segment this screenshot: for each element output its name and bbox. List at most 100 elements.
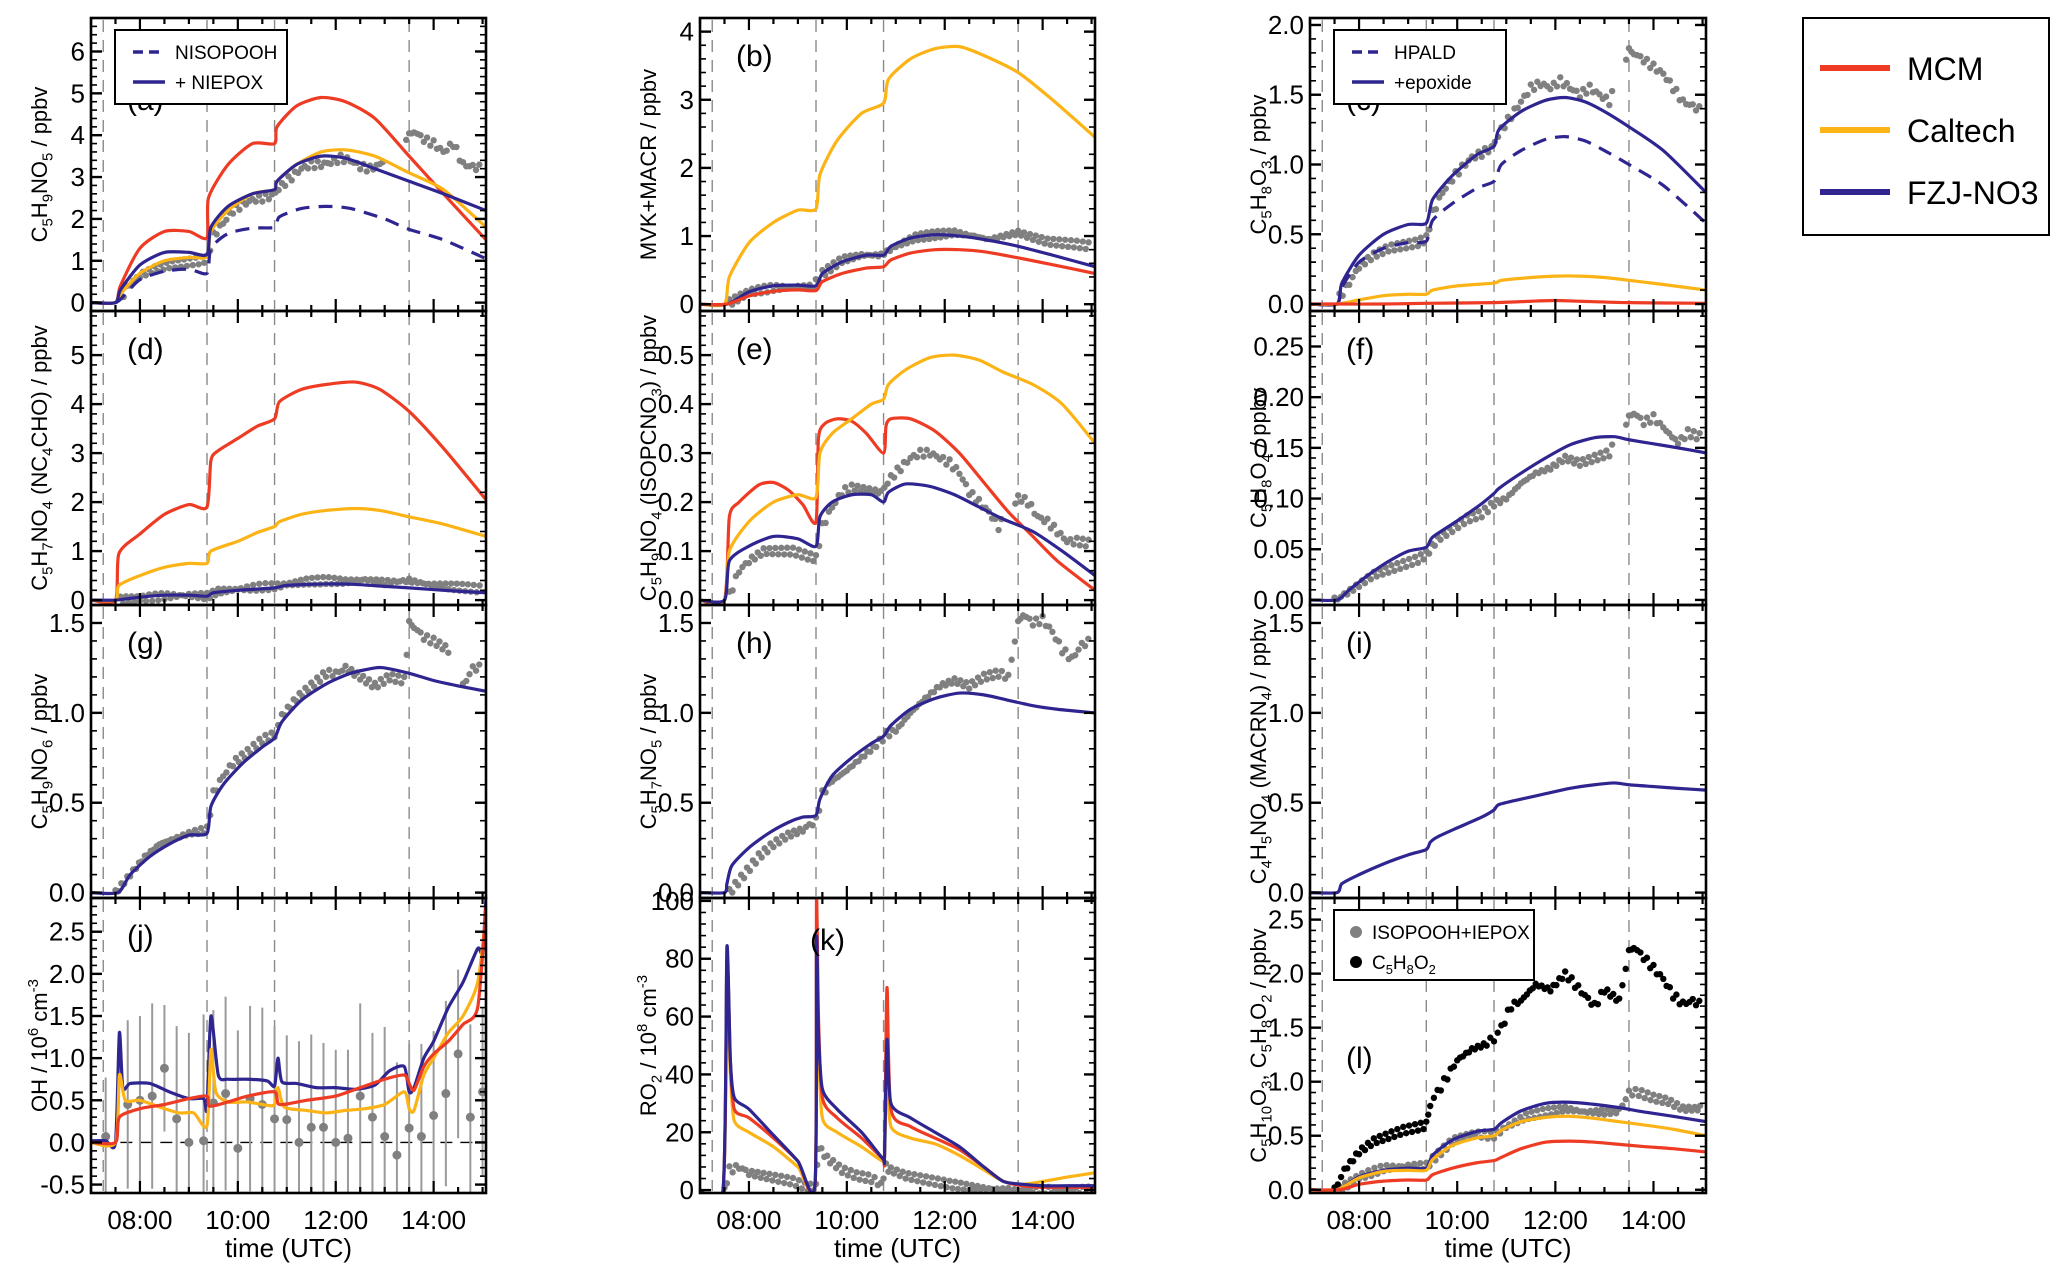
data-point xyxy=(233,1143,243,1153)
data-point xyxy=(453,143,460,151)
data-point xyxy=(420,138,428,146)
data-point xyxy=(1038,233,1045,241)
data-point xyxy=(1373,253,1380,260)
data-point xyxy=(880,1175,887,1182)
data-point xyxy=(270,1114,280,1124)
data-point xyxy=(998,667,1006,675)
data-point xyxy=(758,854,765,861)
data-point xyxy=(1522,1110,1530,1117)
data-point xyxy=(1388,1128,1395,1135)
data-point xyxy=(319,573,327,581)
data-point xyxy=(371,679,379,686)
data-point xyxy=(968,1181,976,1189)
data-point xyxy=(1355,1150,1363,1158)
data-point xyxy=(956,470,963,478)
legend-label: Caltech xyxy=(1907,113,2016,149)
y-tick-label: 4 xyxy=(71,120,85,150)
data-point xyxy=(1660,70,1667,77)
data-point xyxy=(1547,86,1554,93)
data-point xyxy=(311,164,318,172)
data-point xyxy=(723,1180,731,1187)
data-point xyxy=(931,234,939,242)
data-point xyxy=(249,581,257,589)
data-point xyxy=(1576,462,1584,469)
data-point xyxy=(951,675,958,682)
data-point xyxy=(745,559,753,567)
data-point xyxy=(282,1115,292,1125)
data-point xyxy=(980,670,988,677)
data-point xyxy=(818,1145,825,1152)
data-point xyxy=(1047,241,1054,249)
data-point xyxy=(764,849,771,856)
x-axis-label: time (UTC) xyxy=(834,1233,961,1263)
data-point xyxy=(1050,235,1057,243)
data-point xyxy=(963,679,970,686)
data-point xyxy=(1423,232,1430,239)
data-point xyxy=(1444,1076,1451,1083)
data-point xyxy=(925,1180,933,1187)
data-point xyxy=(1650,961,1657,969)
data-point xyxy=(1388,562,1395,569)
data-point xyxy=(1073,237,1081,244)
data-point xyxy=(1067,237,1075,244)
plot-area xyxy=(91,95,486,306)
y-tick-label: 2.0 xyxy=(1268,959,1304,989)
series-line-fzj-no3 xyxy=(700,482,1095,604)
data-point xyxy=(1053,242,1060,249)
data-point xyxy=(1547,988,1554,995)
data-point xyxy=(464,581,472,588)
data-point xyxy=(952,463,960,471)
data-point xyxy=(1656,419,1664,427)
panel-h: 0.0 0.5 1.0 1.5 (h) C5​H7​NO5​ / ppbv xyxy=(636,603,1097,908)
data-point xyxy=(229,763,237,770)
data-point xyxy=(879,738,886,745)
data-point xyxy=(746,867,754,875)
data-point xyxy=(306,1122,316,1132)
series-line-fzj-no3 xyxy=(700,233,1095,307)
data-point xyxy=(476,161,483,168)
data-point xyxy=(1367,256,1375,264)
data-point xyxy=(754,1168,761,1176)
y-tick-label: 0.0 xyxy=(49,878,85,908)
data-point xyxy=(229,210,237,217)
data-point xyxy=(1079,535,1086,542)
data-point xyxy=(442,580,449,587)
data-point xyxy=(417,132,424,139)
series-line-mcm xyxy=(91,380,486,605)
data-point xyxy=(1414,559,1422,567)
y-tick-label: -0.5 xyxy=(40,1170,85,1200)
data-point xyxy=(1041,240,1048,247)
legend-label: +epoxide xyxy=(1394,73,1472,94)
data-point xyxy=(1085,239,1092,246)
data-point xyxy=(742,1166,749,1174)
data-point xyxy=(930,688,938,696)
data-point xyxy=(919,1179,927,1186)
data-point xyxy=(339,667,346,674)
data-point xyxy=(197,824,205,832)
data-point xyxy=(1687,433,1694,441)
data-point xyxy=(417,629,424,636)
data-point xyxy=(908,1176,915,1184)
series-line-mcm xyxy=(700,247,1095,307)
data-point xyxy=(401,673,408,681)
data-point xyxy=(1530,86,1538,94)
x-tick-label: 10:00 xyxy=(1425,1205,1490,1235)
data-point xyxy=(142,597,150,605)
y-axis-label: C5​H7​NO5​ / ppbv xyxy=(636,674,666,830)
data-point xyxy=(380,1132,390,1142)
series-line-fzj-no3 xyxy=(1310,95,1706,307)
data-point xyxy=(420,636,428,644)
data-point xyxy=(1026,615,1033,622)
data-point xyxy=(465,1112,475,1122)
data-point xyxy=(1696,997,1703,1005)
series-line-fzj-no3 xyxy=(1310,435,1706,603)
data-point xyxy=(1045,623,1053,630)
data-point xyxy=(314,574,321,581)
series-line-nisopooh xyxy=(91,204,486,305)
data-point xyxy=(752,860,759,867)
data-point xyxy=(1472,516,1480,523)
data-point xyxy=(1690,427,1697,435)
data-point xyxy=(1079,238,1086,245)
data-point xyxy=(760,545,767,552)
data-point xyxy=(213,231,220,238)
